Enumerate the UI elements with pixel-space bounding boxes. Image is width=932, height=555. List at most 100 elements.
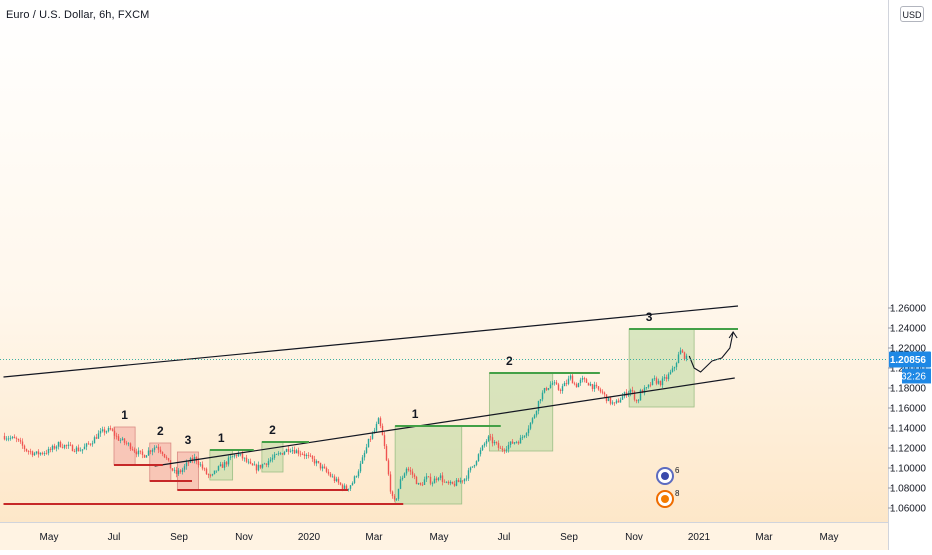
candle [287, 449, 290, 452]
candle [399, 479, 402, 489]
candle [629, 390, 632, 393]
candle [421, 484, 424, 486]
candle [673, 367, 676, 369]
candle [247, 461, 250, 463]
candle [469, 467, 472, 471]
candle [405, 468, 408, 474]
candle [439, 475, 442, 479]
candle [479, 450, 482, 455]
candle [683, 352, 686, 360]
candle [475, 461, 478, 465]
time-axis[interactable]: May Jul Sep Nov 2020 Mar May Jul Sep Nov 2021 Mar Ma… [40, 532, 839, 543]
candle [621, 396, 624, 400]
candle [109, 428, 112, 430]
time-tick-label: Sep [560, 532, 578, 543]
candle [427, 476, 430, 478]
candle [497, 443, 500, 448]
candle [433, 478, 436, 484]
candle [153, 447, 156, 450]
candle [71, 445, 74, 452]
candle [513, 442, 516, 444]
candle [593, 384, 596, 390]
candle [19, 440, 22, 442]
candle [213, 470, 216, 475]
wave-label: 2 [157, 424, 164, 438]
candle [603, 392, 606, 395]
candle [327, 471, 330, 474]
indicator-badges[interactable]: 68 [656, 466, 680, 508]
indicator-badge[interactable]: 6 [656, 466, 680, 485]
rising-support-line[interactable] [154, 377, 735, 467]
currency-button[interactable]: USD [900, 6, 924, 22]
candle [101, 429, 104, 432]
candle [449, 481, 452, 484]
candle [393, 496, 396, 500]
candle [453, 483, 456, 486]
candle [491, 437, 494, 444]
candle [467, 470, 470, 479]
pattern-zone-green [628, 328, 695, 408]
candle [263, 463, 266, 465]
candle [295, 450, 298, 454]
candle [99, 431, 102, 434]
indicator-badge[interactable]: 8 [656, 489, 680, 508]
candle [319, 462, 322, 469]
candle [547, 388, 550, 390]
candle [131, 449, 134, 450]
indicator-count: 8 [675, 489, 680, 498]
candle [489, 436, 492, 438]
upper-channel-line[interactable] [3, 305, 739, 378]
candle [3, 436, 6, 440]
time-tick-label: 2021 [688, 532, 711, 543]
candle [493, 441, 496, 444]
projection-path[interactable] [688, 331, 734, 373]
candle [567, 378, 570, 384]
candle [599, 389, 602, 392]
candle [205, 468, 208, 475]
candle [27, 451, 30, 452]
candle [77, 447, 80, 451]
candle [523, 435, 526, 437]
candle [541, 392, 544, 400]
wave-label: 3 [646, 310, 653, 324]
candle [483, 443, 486, 446]
candle [259, 464, 262, 468]
candle [245, 457, 248, 462]
candle [675, 362, 678, 368]
current-price-badge[interactable] [889, 351, 931, 368]
candle [57, 441, 60, 447]
candle [271, 457, 274, 460]
candle [21, 441, 24, 446]
price-tick-label: 1.12000 [890, 444, 927, 455]
candle [111, 429, 114, 431]
candle [409, 470, 412, 472]
candle [553, 382, 556, 384]
candle [151, 449, 154, 452]
candle [575, 384, 578, 388]
candle [325, 468, 328, 472]
candle [243, 457, 246, 459]
price-tick-label: 1.22000 [890, 344, 927, 355]
candle [35, 451, 38, 454]
candle [519, 437, 522, 444]
indicator-dot-icon [661, 472, 669, 480]
candle [375, 423, 378, 431]
candle [377, 418, 380, 424]
candle [531, 418, 534, 423]
countdown-badge[interactable] [902, 368, 931, 384]
candle [275, 454, 278, 455]
candle [611, 402, 614, 404]
candle [297, 450, 300, 454]
indicator-count: 6 [675, 466, 680, 475]
candle [613, 402, 616, 404]
candle [13, 436, 16, 439]
candle [293, 449, 296, 454]
candle [387, 460, 390, 475]
price-axis[interactable]: 1.06000 1.08000 1.10000 1.12000 1.14000 1.160… [888, 304, 931, 515]
candle [289, 451, 292, 452]
candle [679, 350, 682, 355]
candle [225, 462, 228, 465]
candle [181, 469, 184, 472]
